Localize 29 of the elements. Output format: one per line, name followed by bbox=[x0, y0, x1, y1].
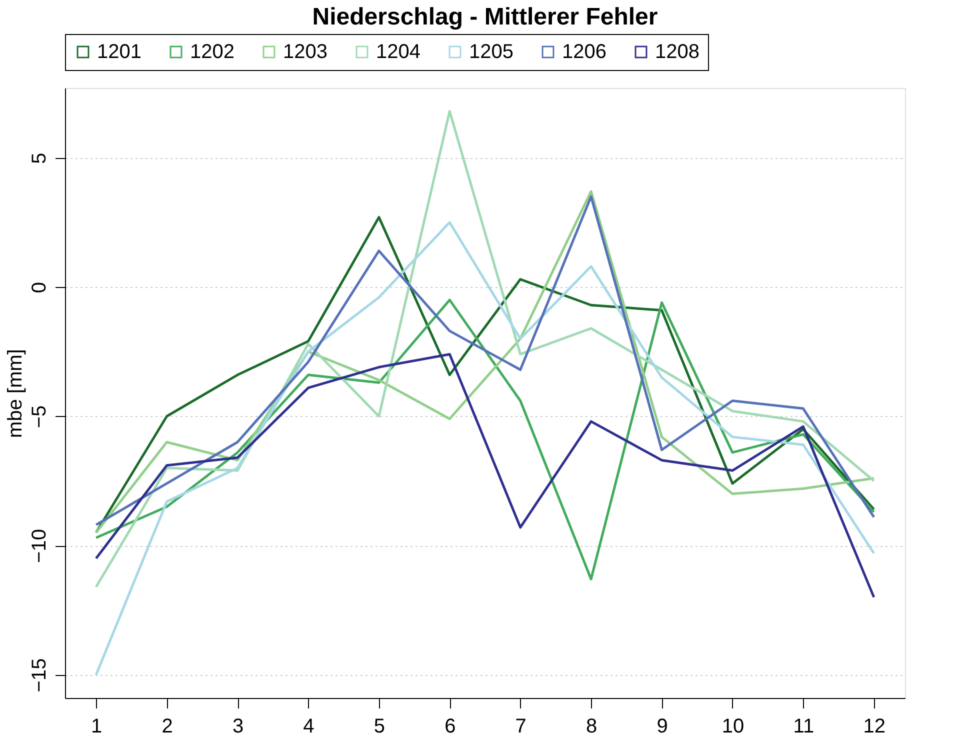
y-axis-title: mbe [mm] bbox=[4, 349, 26, 438]
x-tick-label: 2 bbox=[162, 716, 173, 735]
legend-label: 1205 bbox=[469, 41, 514, 63]
legend-label: 1201 bbox=[97, 41, 142, 63]
line-series bbox=[94, 221, 876, 676]
chart-title: Niederschlag - Mittlerer Fehler bbox=[312, 4, 658, 30]
y-tick-label: −5 bbox=[28, 405, 50, 428]
x-tick-label: 11 bbox=[793, 716, 814, 735]
y-tick-label: −10 bbox=[28, 529, 50, 563]
legend-label: 1204 bbox=[376, 41, 420, 63]
line-series bbox=[94, 110, 876, 588]
y-tick-label: 5 bbox=[28, 152, 50, 164]
x-tick-label: 6 bbox=[444, 716, 456, 735]
x-tick-label: 10 bbox=[722, 716, 744, 735]
y-tick-label: −15 bbox=[28, 658, 50, 692]
x-tick-label: 12 bbox=[863, 716, 886, 735]
x-tick-label: 4 bbox=[303, 716, 314, 735]
x-tick-label: 1 bbox=[91, 716, 102, 735]
legend-label: 1203 bbox=[283, 41, 328, 63]
x-tick-label: 7 bbox=[515, 716, 526, 735]
y-tick-label: 0 bbox=[28, 282, 50, 294]
legend-label: 1202 bbox=[190, 41, 234, 63]
line-series bbox=[94, 352, 876, 598]
x-tick-label: 5 bbox=[374, 716, 385, 735]
legend-label: 1208 bbox=[655, 41, 700, 63]
x-tick-label: 8 bbox=[586, 716, 598, 735]
x-tick-label: 9 bbox=[656, 716, 668, 735]
legend-label: 1206 bbox=[562, 41, 606, 63]
x-tick-label: 3 bbox=[232, 716, 244, 735]
